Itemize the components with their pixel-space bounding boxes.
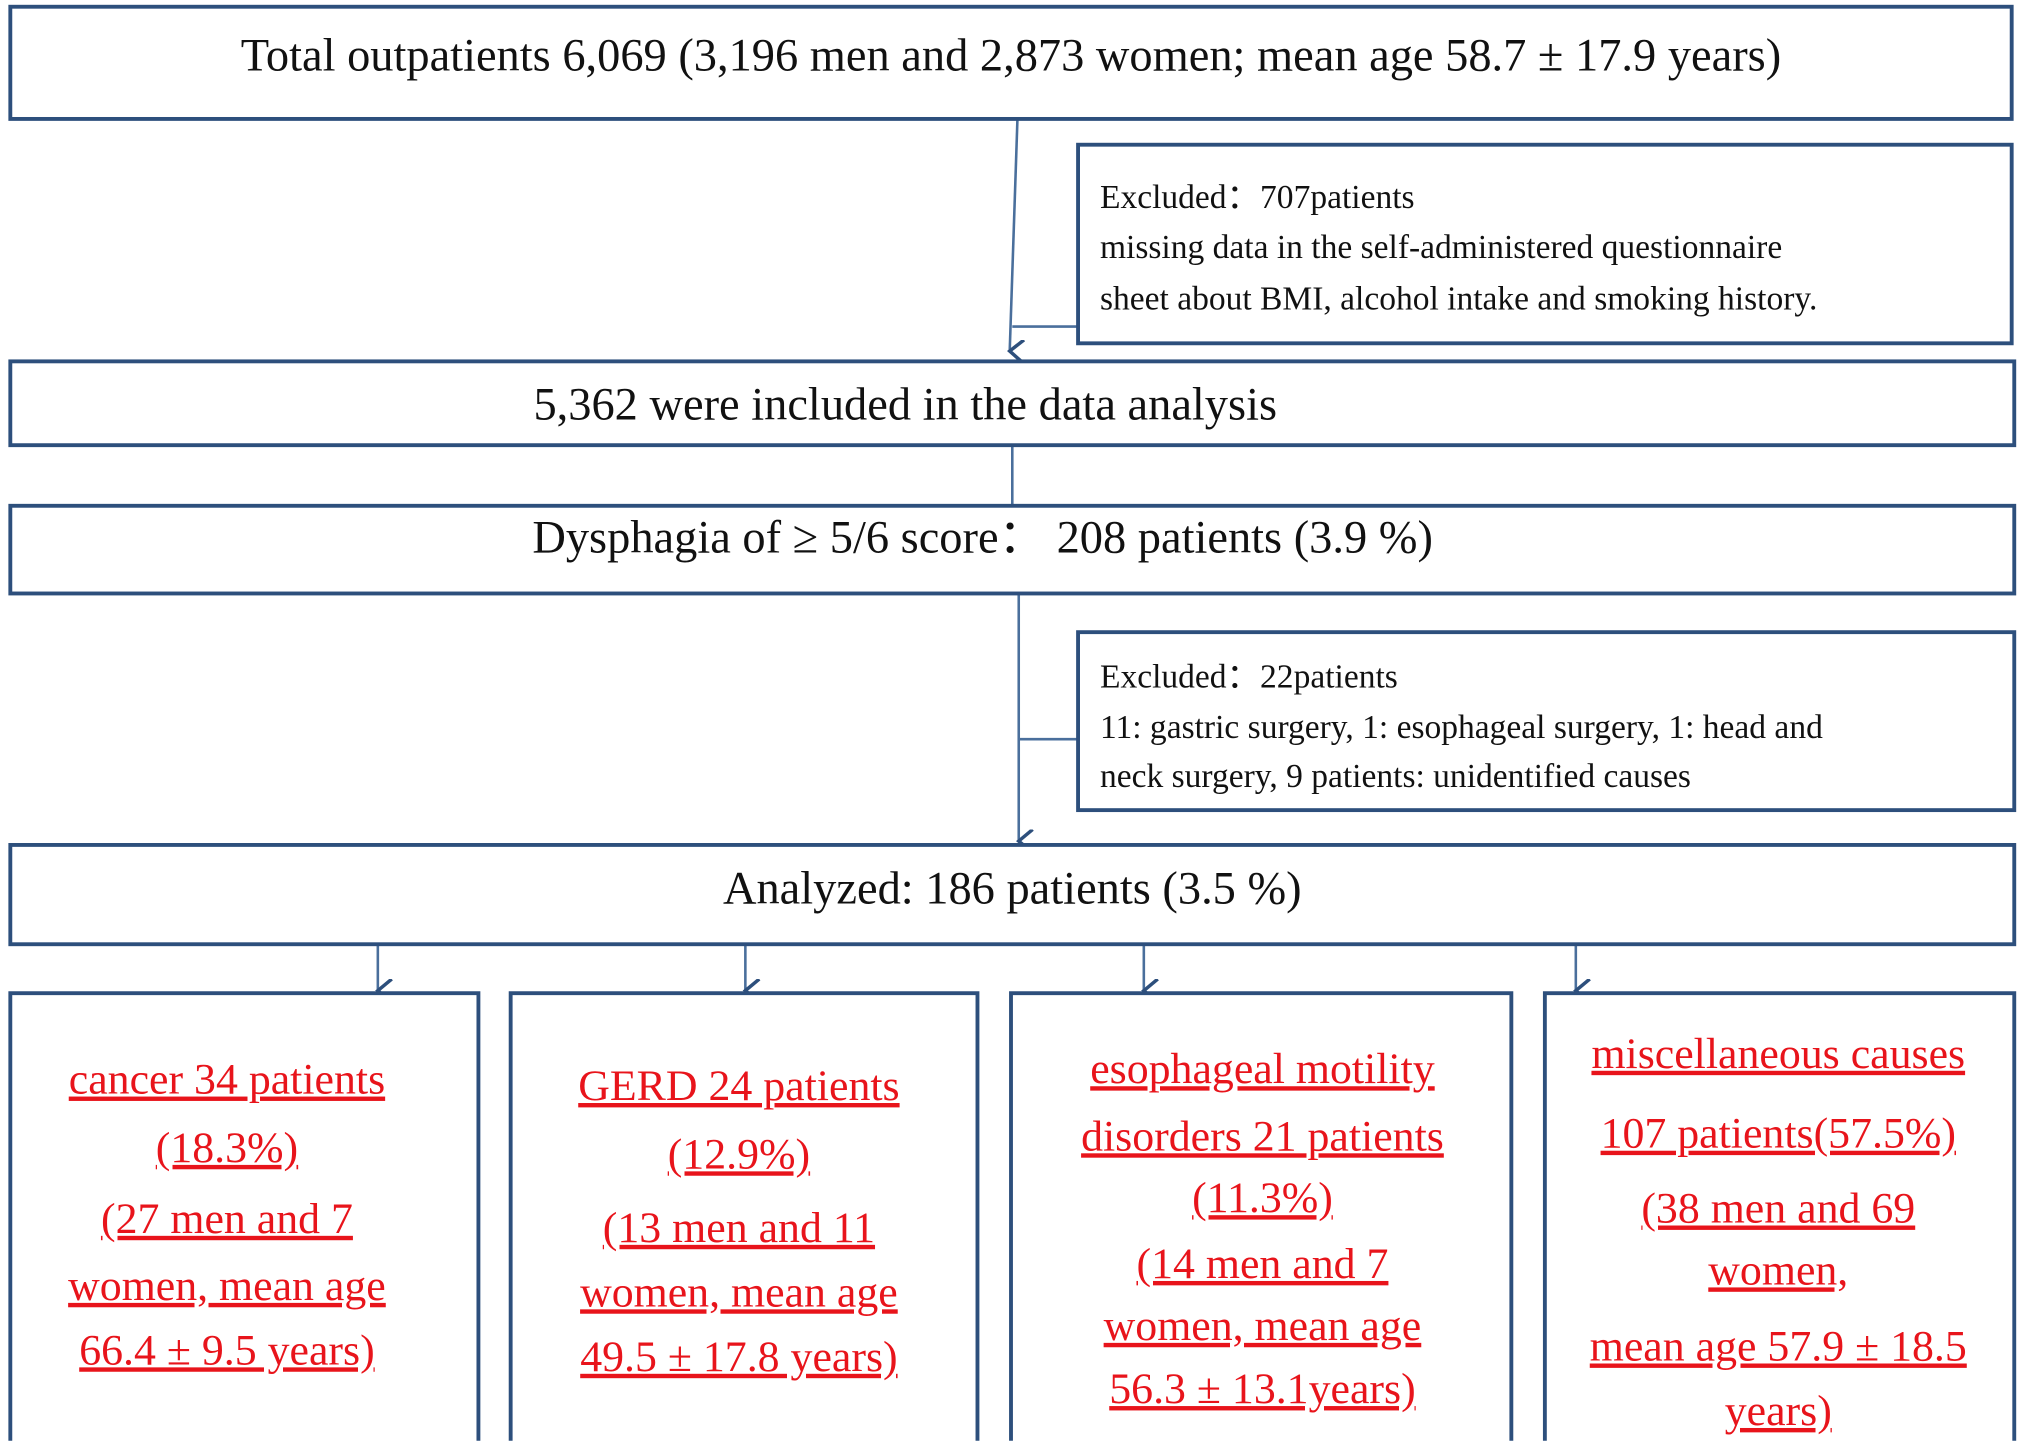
excluded-text: Excluded：707patients (1100, 179, 1415, 216)
group-text: women, (1708, 1246, 1848, 1294)
group-text: (27 men and 7 (101, 1195, 353, 1243)
group-text: GERD 24 patients (578, 1062, 899, 1110)
included-box (8, 359, 2017, 448)
analyzed-box (8, 843, 2017, 947)
group-text: (14 men and 7 (1136, 1240, 1388, 1288)
group-text: women, mean age (580, 1268, 898, 1316)
group-text: (38 men and 69 (1641, 1185, 1915, 1233)
excluded-text: 11: gastric surgery, 1: esophageal surge… (1100, 709, 1823, 746)
group-text: (13 men and 11 (603, 1204, 875, 1252)
group-box (1542, 991, 2017, 1441)
excluded-box (1076, 630, 2017, 813)
excluded-box (1076, 142, 2014, 346)
excluded-text: Excluded：22patients (1100, 659, 1398, 696)
group-text: (12.9%) (668, 1130, 810, 1178)
group-box (508, 991, 980, 1441)
excluded-text: neck surgery, 9 patients: unidentified c… (1100, 758, 1691, 795)
group-text: mean age 57.9 ± 18.5 (1590, 1323, 1967, 1371)
group-text: women, mean age (68, 1262, 386, 1310)
group-text: 107 patients(57.5%) (1601, 1110, 1956, 1158)
group-text: (11.3%) (1192, 1174, 1333, 1222)
group-text: miscellaneous causes (1591, 1030, 1965, 1078)
group-text: (18.3%) (156, 1124, 298, 1172)
group-text: cancer 34 patients (69, 1056, 385, 1104)
included-text: 5,362 were included in the data analysis (533, 380, 1277, 431)
connectors (378, 118, 1576, 991)
analyzed-text: Analyzed: 186 patients (3.5 %) (723, 863, 1302, 914)
group-box (8, 991, 481, 1441)
dysphagia-box (8, 503, 2017, 596)
total-text: Total outpatients 6,069 (3,196 men and 2… (241, 30, 1781, 81)
group-text: disorders 21 patients (1081, 1112, 1444, 1160)
group-box (1009, 991, 1514, 1441)
group-text: esophageal motility (1090, 1045, 1435, 1093)
group-text: 56.3 ± 13.1years) (1109, 1365, 1415, 1413)
total-box (8, 4, 2014, 121)
group-text: 66.4 ± 9.5 years) (79, 1326, 374, 1374)
excluded-text: missing data in the self-administered qu… (1100, 229, 1782, 266)
excluded-text: sheet about BMI, alcohol intake and smok… (1100, 281, 1817, 318)
group-text: women, mean age (1104, 1302, 1422, 1350)
group-text: years) (1725, 1387, 1832, 1435)
group-text: 49.5 ± 17.8 years) (580, 1333, 897, 1381)
dysphagia-text: Dysphagia of ≥ 5/6 score： 208 patients (… (532, 513, 1433, 564)
